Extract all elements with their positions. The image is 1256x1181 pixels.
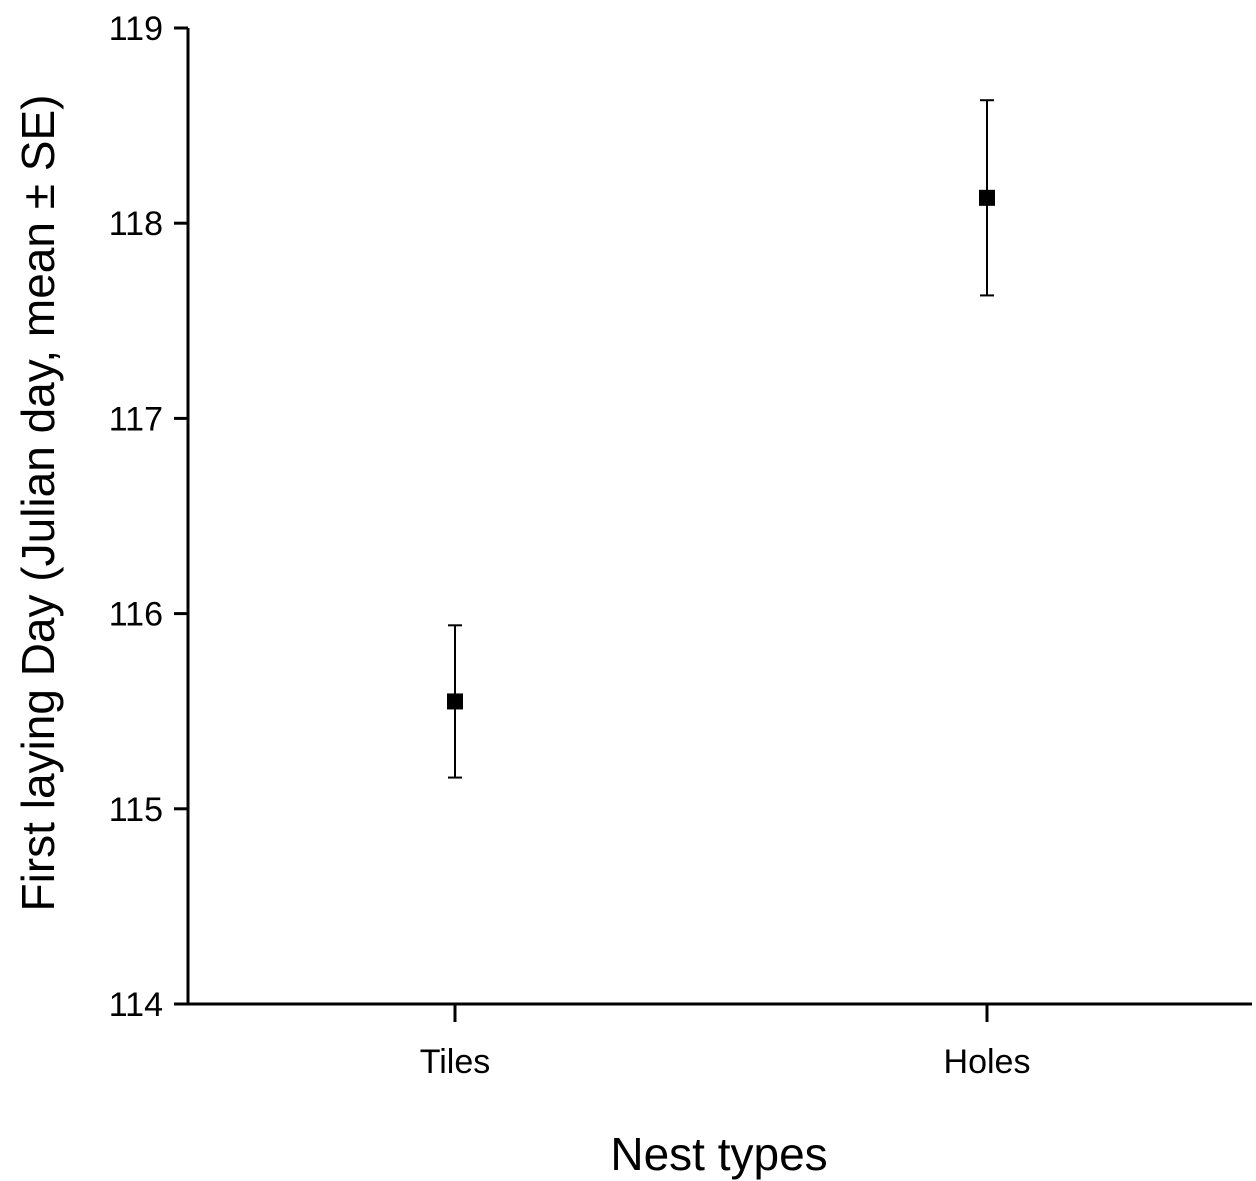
y-tick-label: 114 bbox=[109, 986, 163, 1024]
x-tick-label: Tiles bbox=[420, 1043, 491, 1081]
y-tick-label: 115 bbox=[109, 791, 163, 829]
y-axis-title: First laying Day (Julian day, mean ± SE) bbox=[12, 95, 64, 912]
ticks: 114 115 116 117 118 119 Tiles Holes bbox=[109, 10, 1031, 1081]
data-marks bbox=[447, 99, 995, 779]
x-axis-title: Nest types bbox=[610, 1128, 827, 1180]
y-tick-label: 118 bbox=[109, 205, 163, 243]
y-tick-label: 117 bbox=[109, 400, 163, 438]
data-point bbox=[979, 189, 995, 206]
axes bbox=[186, 28, 1252, 1006]
y-tick-label: 116 bbox=[109, 596, 163, 634]
data-point bbox=[447, 693, 463, 710]
y-tick-label: 119 bbox=[109, 10, 163, 48]
x-tick-label: Holes bbox=[944, 1043, 1031, 1081]
